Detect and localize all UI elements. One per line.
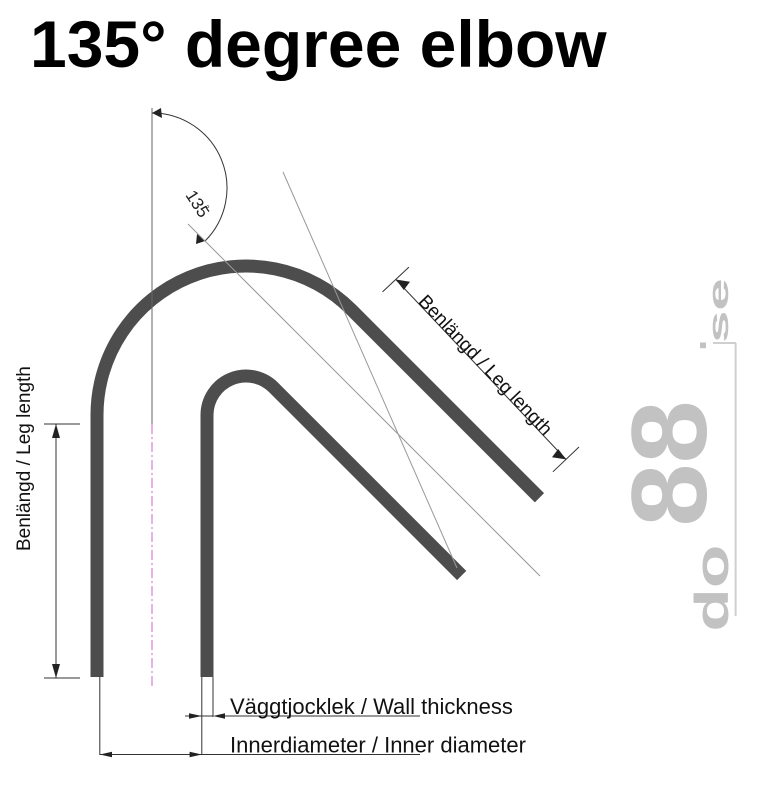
svg-text:Benlängd / Leg length: Benlängd / Leg length	[14, 366, 35, 551]
svg-text:Väggtjocklek / Wall thickness: Väggtjocklek / Wall thickness	[230, 694, 513, 719]
svg-text:Benlängd / Leg length: Benlängd / Leg length	[414, 291, 556, 440]
svg-text:se: se	[701, 278, 734, 343]
svg-text:do: do	[685, 545, 738, 632]
svg-text:Innerdiameter / Inner diameter: Innerdiameter / Inner diameter	[230, 733, 526, 758]
svg-text:88: 88	[610, 400, 729, 526]
